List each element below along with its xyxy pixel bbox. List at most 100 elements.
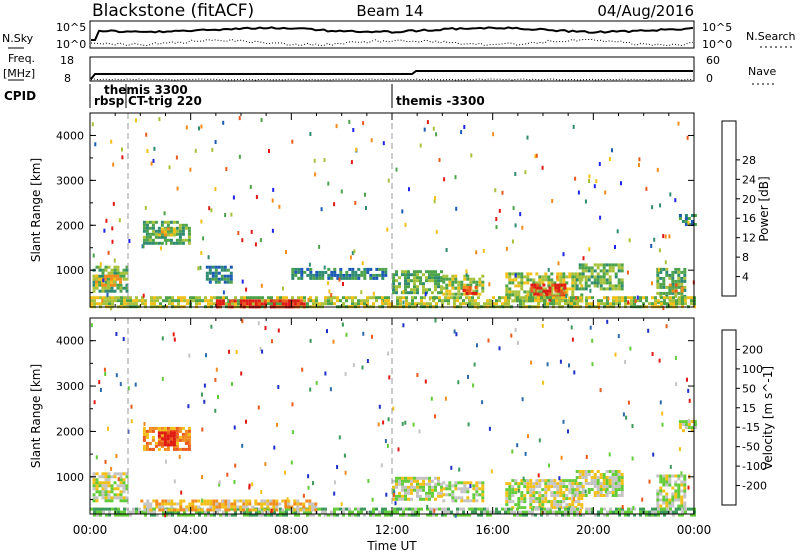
power-cell: [230, 299, 234, 303]
velocity-cell: [657, 507, 660, 511]
noise-panel: N.Sky 10^5 10^0 10^5 10^0 N.Search: [2, 20, 796, 51]
power-scatter-echo: [521, 225, 524, 230]
velocity-cell: [435, 513, 438, 517]
power-cell: [141, 299, 144, 303]
velocity-cell: [351, 513, 354, 517]
velocity-cell: [175, 441, 179, 445]
power-cell: [633, 299, 636, 303]
power-cell: [564, 302, 567, 306]
velocity-cell: [429, 513, 432, 517]
velocity-cell: [573, 510, 576, 514]
velocity-cell: [614, 488, 618, 491]
power-cell: [90, 302, 93, 306]
velocity-cell: [574, 479, 578, 483]
power-cell: [541, 293, 545, 297]
velocity-scatter-echo: [522, 476, 525, 481]
power-cell: [411, 302, 414, 306]
velocity-scatter-echo: [104, 372, 107, 376]
velocity-scatter-echo: [228, 349, 230, 354]
velocity-cell: [665, 501, 669, 505]
velocity-scatter-echo: [340, 502, 343, 507]
power-cell: [550, 272, 554, 276]
velocity-cell: [596, 476, 600, 479]
velocity-cell: [308, 502, 312, 506]
velocity-cell: [511, 485, 515, 489]
power-cell: [597, 302, 600, 306]
power-cell: [125, 286, 129, 290]
power-cell: [431, 270, 434, 274]
power-cell: [624, 299, 627, 303]
power-cell: [611, 287, 615, 291]
velocity-cell: [617, 488, 621, 491]
velocity-cell: [246, 510, 249, 514]
power-scatter-echo: [526, 135, 529, 140]
velocity-cell: [523, 482, 527, 486]
velocity-cell: [357, 507, 360, 511]
power-cell: [451, 283, 455, 287]
velocity-cell: [166, 426, 170, 430]
velocity-cell: [477, 507, 480, 511]
velocity-cell: [163, 437, 167, 441]
velocity-cell: [428, 485, 431, 489]
velocity-cell: [684, 420, 688, 424]
power-cell: [608, 284, 612, 288]
velocity-cell: [425, 494, 428, 498]
power-cell: [312, 302, 315, 306]
velocity-scatter-echo: [387, 417, 390, 422]
velocity-cell: [183, 513, 186, 517]
velocity-cell: [662, 498, 666, 502]
power-cell: [578, 263, 582, 267]
velocity-cell: [618, 510, 621, 514]
power-cell: [570, 299, 573, 303]
power-cell: [405, 302, 408, 306]
velocity-cell: [113, 487, 117, 491]
power-cell: [541, 281, 545, 285]
velocity-cell: [212, 505, 216, 509]
power-cell: [205, 265, 209, 269]
power-cell: [432, 296, 435, 300]
power-cell: [471, 291, 475, 295]
velocity-cell: [576, 507, 579, 511]
velocity-cell: [107, 499, 111, 503]
velocity-cell: [176, 508, 180, 512]
power-scatter-echo: [424, 292, 427, 297]
power-cell: [129, 302, 132, 306]
power-cell: [92, 274, 96, 278]
power-cell: [387, 299, 390, 303]
velocity-cell: [575, 470, 579, 473]
velocity-cell: [445, 493, 449, 497]
power-cell: [620, 266, 624, 270]
velocity-scatter-echo: [416, 373, 419, 377]
velocity-cell: [472, 499, 476, 503]
velocity-cell: [611, 491, 615, 494]
velocity-cell: [568, 479, 572, 483]
velocity-cell: [453, 513, 456, 517]
velocity-cell: [225, 510, 228, 514]
power-cell: [668, 291, 672, 295]
velocity-cell: [179, 502, 183, 506]
power-cell: [431, 279, 434, 283]
power-scatter-echo: [470, 153, 473, 158]
power-cell: [477, 296, 480, 300]
power-cell: [102, 299, 105, 303]
velocity-cell: [113, 475, 117, 479]
power-cell: [205, 277, 209, 281]
power-scatter-echo: [106, 292, 109, 297]
power-cell: [169, 229, 173, 233]
power-scatter-echo: [438, 158, 441, 162]
velocity-cell: [553, 482, 557, 486]
power-cell: [217, 280, 221, 284]
power-cell: [211, 277, 215, 281]
power-cell: [659, 276, 663, 280]
power-cell: [680, 291, 684, 295]
power-cell: [324, 302, 327, 306]
velocity-cell: [169, 443, 173, 447]
power-cell: [548, 292, 552, 296]
velocity-scatter-echo: [117, 477, 120, 482]
velocity-cell: [603, 513, 606, 517]
power-cell: [585, 296, 588, 300]
velocity-cell: [258, 507, 261, 511]
velocity-cell: [587, 473, 591, 476]
power-cell: [285, 296, 288, 300]
velocity-cell: [462, 513, 465, 517]
